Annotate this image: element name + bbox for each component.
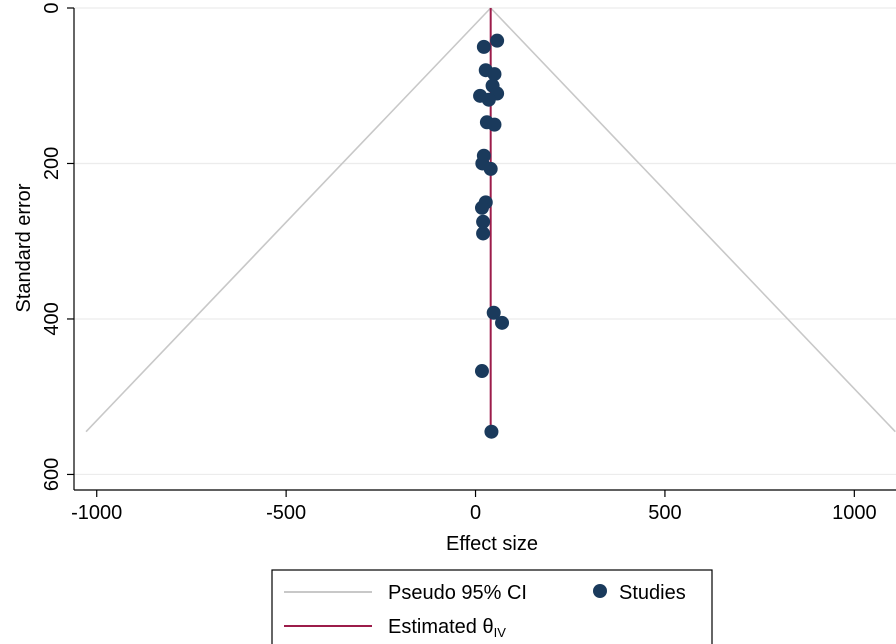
legend-estimate-subscript: IV <box>494 625 507 640</box>
study-point <box>495 315 510 330</box>
study-point <box>481 92 496 107</box>
y-axis-title: Standard error <box>13 183 35 312</box>
y-tick-label: 600 <box>41 458 63 491</box>
study-point <box>484 424 499 439</box>
study-point <box>476 226 491 241</box>
y-tick-label: 0 <box>41 2 63 13</box>
ci-line-left <box>85 7 492 433</box>
axes <box>67 7 896 497</box>
gridlines <box>74 7 896 476</box>
study-point <box>486 305 501 320</box>
x-tick-label: 1000 <box>832 502 877 524</box>
pseudo-ci-lines <box>85 7 896 433</box>
y-tick-label: 400 <box>41 302 63 335</box>
legend: Pseudo 95% CI Studies Estimated θIV <box>271 569 713 644</box>
x-tick-label: -1000 <box>71 502 122 524</box>
study-point <box>483 161 498 176</box>
legend-box <box>271 569 713 644</box>
study-point <box>474 364 489 379</box>
legend-ci-label: Pseudo 95% CI <box>388 582 527 604</box>
legend-estimate-label: Estimated θIV <box>388 616 506 640</box>
study-point <box>476 39 491 54</box>
study-point <box>490 33 505 48</box>
study-points <box>473 33 510 439</box>
legend-studies-swatch <box>593 584 607 598</box>
x-tick-label: 0 <box>470 502 481 524</box>
legend-estimate-text: Estimated θ <box>388 616 494 638</box>
y-tick-label: 200 <box>41 147 63 180</box>
study-point <box>476 214 491 229</box>
x-axis-title: Effect size <box>446 533 538 555</box>
legend-studies-label: Studies <box>619 582 686 604</box>
x-tick-label: 500 <box>648 502 681 524</box>
ci-line-right <box>490 7 896 433</box>
x-tick-label: -500 <box>266 502 306 524</box>
tick-labels: -1000 -500 0 500 1000 0 200 400 600 <box>41 2 877 524</box>
study-point <box>487 117 502 132</box>
study-point <box>474 200 489 215</box>
study-point <box>487 67 502 82</box>
